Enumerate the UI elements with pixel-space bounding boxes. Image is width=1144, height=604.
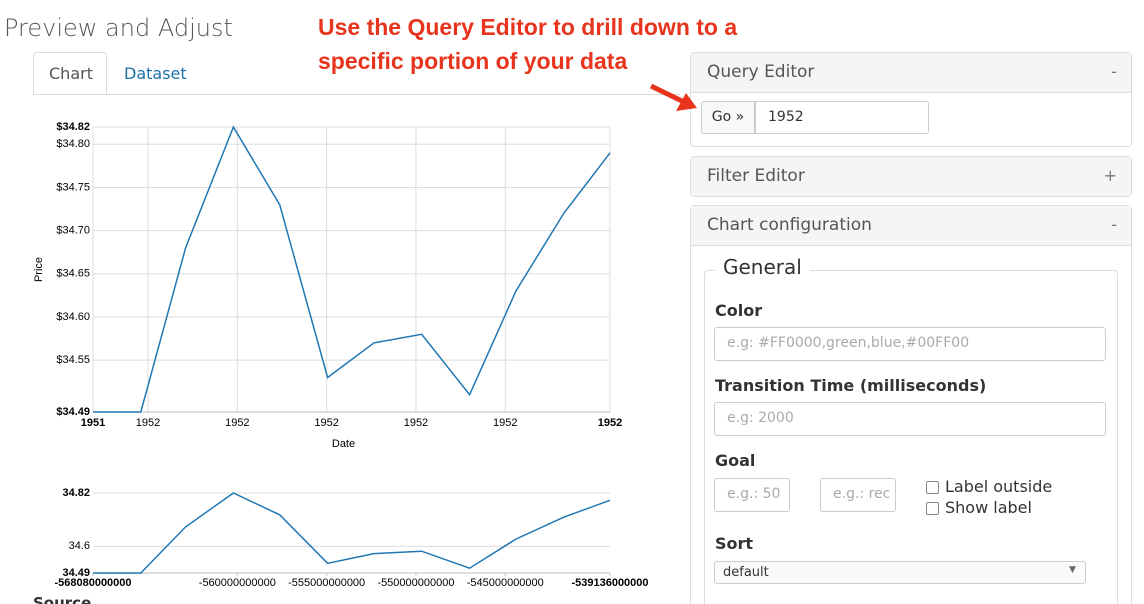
x-axis-label: Date — [332, 438, 355, 450]
checkbox-label[interactable]: Show label — [945, 498, 1032, 517]
field-label: Color — [715, 301, 763, 320]
x-tick-label: 1952 — [225, 417, 249, 429]
x-tick-label: 1952 — [136, 417, 160, 429]
checkbox[interactable] — [926, 481, 939, 494]
chart-configuration-panel: Chart configuration - General Color e.g:… — [690, 205, 1132, 604]
panel-header[interactable]: Chart configuration - — [691, 206, 1131, 246]
sort-select[interactable]: default — [714, 561, 1086, 584]
line-series — [93, 125, 611, 413]
x-tick-label: -539136000000 — [571, 577, 648, 589]
page-title: Preview and Adjust — [4, 14, 233, 42]
x-tick-label: -555000000000 — [288, 577, 365, 589]
go-button[interactable]: Go » — [701, 101, 755, 134]
panel-toggle[interactable]: - — [1111, 62, 1117, 81]
y-tick-label: 34.49 — [62, 567, 90, 579]
panel-title: Query Editor — [707, 62, 815, 82]
annotation: Use the Query Editor to drill down to a — [318, 14, 738, 40]
y-tick-label: 34.6 — [69, 540, 90, 552]
field-label: Goal — [715, 451, 756, 470]
x-tick-label: -545000000000 — [467, 577, 544, 589]
field-label: Sort — [715, 534, 754, 553]
y-tick-label: $34.80 — [56, 138, 90, 150]
transition-input[interactable]: e.g: 2000 — [714, 402, 1106, 436]
y-tick-label: $34.49 — [56, 406, 90, 418]
goal-input[interactable]: e.g.: rec — [820, 478, 896, 512]
query-editor-panel: Query Editor - Go » 1952 — [690, 52, 1132, 147]
line-series — [93, 492, 611, 574]
query-input[interactable]: 1952 — [755, 101, 929, 134]
y-tick-label: $34.70 — [56, 225, 90, 237]
x-tick-label: 1952 — [314, 417, 338, 429]
x-tick-label: 1952 — [404, 417, 428, 429]
y-tick-label: $34.75 — [56, 181, 90, 193]
panel-title: Filter Editor — [707, 166, 805, 186]
x-tick-label: -568080000000 — [54, 577, 131, 589]
x-tick-label: 1952 — [493, 417, 517, 429]
y-tick-label: 34.82 — [62, 487, 90, 499]
fieldset — [704, 270, 1118, 604]
panel-toggle[interactable]: - — [1111, 215, 1117, 234]
annotation: specific portion of your data — [318, 48, 628, 74]
y-tick-label: $34.60 — [56, 311, 90, 323]
goal-input[interactable]: e.g.: 50 — [714, 478, 790, 512]
color-input[interactable]: e.g: #FF0000,green,blue,#00FF00 — [714, 327, 1106, 361]
checkbox-label[interactable]: Label outside — [945, 477, 1053, 496]
section-label: Source — [33, 594, 92, 604]
tab[interactable]: Chart — [49, 64, 93, 83]
x-tick-label: -550000000000 — [377, 577, 454, 589]
select-caret: ▼ — [1069, 565, 1076, 575]
panel-toggle[interactable]: + — [1103, 166, 1117, 185]
tab-border-left — [33, 94, 105, 95]
fieldset-legend: General — [715, 255, 810, 279]
checkbox[interactable] — [926, 502, 939, 515]
y-axis-label: Price — [33, 257, 45, 282]
y-tick-label: $34.55 — [56, 354, 90, 366]
panel-header[interactable]: Filter Editor + — [691, 157, 1131, 196]
filter-editor-panel: Filter Editor + — [690, 156, 1132, 197]
panel-header[interactable]: Query Editor - — [691, 53, 1131, 93]
x-tick-label: -560000000000 — [199, 577, 276, 589]
tab[interactable]: Dataset — [124, 64, 187, 83]
x-tick-label: 1951 — [81, 417, 105, 429]
y-tick-label: $34.82 — [56, 121, 90, 133]
y-tick-label: $34.65 — [56, 268, 90, 280]
field-label: Transition Time (milliseconds) — [715, 376, 987, 395]
tab-active[interactable] — [33, 52, 107, 95]
x-tick-label: 1952 — [598, 417, 622, 429]
panel-title: Chart configuration — [707, 215, 872, 235]
tab-border — [105, 94, 680, 95]
